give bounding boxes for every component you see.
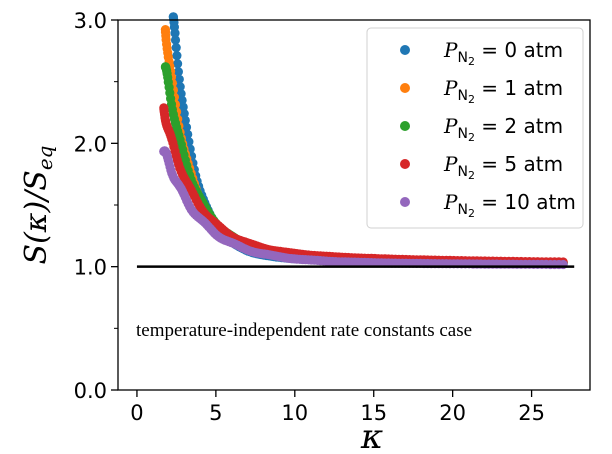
data-point <box>173 59 183 69</box>
data-point <box>180 115 190 125</box>
y-axis-label-sub: eq <box>33 146 57 171</box>
legend: PN2 = 0 atm PN2 = 1 atm PN2 = 2 atm PN2 = 5… <box>366 27 584 229</box>
x-axis-label: κ <box>360 417 383 454</box>
legend-label: PN2 = 10 atm <box>443 190 576 220</box>
annotation: temperature-independent rate constants c… <box>136 320 472 341</box>
legend-box <box>366 27 584 229</box>
x-tick-label: 0 <box>130 401 143 425</box>
series-4 <box>159 146 568 270</box>
legend-marker <box>400 197 410 207</box>
legend-marker <box>400 83 410 93</box>
y-tick-label: 3.0 <box>74 9 107 33</box>
x-tick-label: 15 <box>360 401 387 425</box>
data-point <box>174 74 184 84</box>
legend-marker <box>400 45 410 55</box>
legend-label: PN2 = 1 atm <box>443 76 563 106</box>
data-point <box>171 43 181 53</box>
legend-label: PN2 = 2 atm <box>443 114 563 144</box>
data-point <box>173 67 183 77</box>
x-tick-label: 5 <box>209 401 222 425</box>
legend-marker <box>400 121 410 131</box>
legend-item: PN2 = 2 atm <box>400 114 563 144</box>
data-point <box>172 51 182 61</box>
legend-label: PN2 = 0 atm <box>443 38 563 68</box>
data-point <box>175 82 185 92</box>
data-point <box>170 35 181 45</box>
x-tick-label: 20 <box>439 401 466 425</box>
x-tick-label: 25 <box>518 401 545 425</box>
legend-item: PN2 = 10 atm <box>400 190 576 220</box>
x-tick-label: 10 <box>281 401 308 425</box>
y-tick-label: 0.0 <box>74 379 107 403</box>
y-axis-label-main: S(κ)/S <box>19 170 54 264</box>
legend-item: PN2 = 1 atm <box>400 76 563 106</box>
plot-points <box>159 12 568 270</box>
legend-item: PN2 = 0 atm <box>400 38 563 68</box>
data-point <box>181 122 192 132</box>
legend-label: PN2 = 5 atm <box>443 152 563 182</box>
x-axis-ticks: 0 5 10 15 20 25 <box>130 390 545 425</box>
y-axis-label: S(κ)/Seq <box>19 146 57 265</box>
legend-item: PN2 = 5 atm <box>400 152 563 182</box>
y-tick-label: 2.0 <box>74 132 107 156</box>
y-axis-ticks: 0.0 1.0 2.0 3.0 <box>74 9 118 403</box>
y-tick-label: 1.0 <box>74 256 107 280</box>
data-point <box>170 28 180 38</box>
data-point <box>179 109 189 119</box>
legend-marker <box>400 159 410 169</box>
